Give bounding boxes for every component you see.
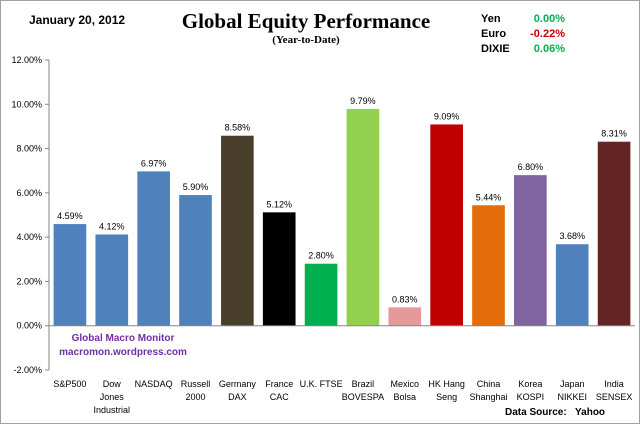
chart-title: Global Equity Performance: [181, 9, 431, 33]
bar: [472, 205, 505, 326]
watermark-line1: Global Macro Monitor: [71, 333, 175, 344]
x-tick-label: Japan: [560, 379, 585, 389]
currency-name-yen: Yen: [481, 13, 501, 25]
bar: [95, 234, 129, 326]
x-tick-label: NIKKEI: [557, 392, 587, 402]
currency-value-dixie: 0.06%: [533, 43, 565, 55]
y-tick-label: 2.00%: [16, 276, 42, 286]
x-tick-label: Dow: [103, 379, 122, 389]
y-tick-label: 8.00%: [16, 144, 42, 154]
x-tick-label: Shanghai: [469, 392, 507, 402]
currency-value-yen: 0.00%: [533, 13, 565, 25]
y-tick-label: 12.00%: [11, 55, 42, 65]
data-label: 5.44%: [476, 192, 502, 202]
data-label: 5.12%: [266, 199, 292, 209]
data-label: 9.79%: [350, 96, 376, 106]
x-tick-label: U.K. FTSE: [300, 379, 343, 389]
bar: [597, 141, 631, 326]
data-label: 3.68%: [559, 231, 585, 241]
bar: [304, 263, 338, 326]
data-label: 0.83%: [392, 294, 418, 304]
bar: [221, 135, 254, 326]
chart-date: January 20, 2012: [29, 13, 126, 27]
y-tick-label: 10.00%: [11, 99, 42, 109]
currency-name-euro: Euro: [481, 28, 507, 40]
chart-subtitle: (Year-to-Date): [272, 34, 340, 46]
data-label: 8.31%: [601, 129, 627, 139]
bar: [262, 212, 296, 326]
x-tick-label: S&P500: [53, 379, 86, 389]
x-tick-label: BOVESPA: [342, 392, 384, 402]
data-label: 5.90%: [183, 182, 209, 192]
bar: [555, 244, 589, 326]
x-tick-label: NASDAQ: [135, 379, 173, 389]
x-tick-label: India: [604, 379, 624, 389]
x-tick-label: 2000: [185, 392, 205, 402]
x-tick-label: SENSEX: [596, 392, 633, 402]
x-tick-label: KOSPI: [517, 392, 545, 402]
y-tick-label: 4.00%: [16, 232, 42, 242]
data-label: 9.09%: [434, 111, 460, 121]
x-tick-label: Germany: [219, 379, 257, 389]
x-tick-label: France: [265, 379, 293, 389]
y-tick-label: -2.00%: [13, 365, 42, 375]
bar: [514, 175, 547, 326]
x-tick-label: Industrial: [94, 405, 131, 415]
watermark-line2: macromon.wordpress.com: [59, 347, 187, 358]
y-tick-label: 0.00%: [16, 321, 42, 331]
currency-value-euro: -0.22%: [530, 28, 565, 40]
x-tick-label: Korea: [518, 379, 542, 389]
data-label: 4.12%: [99, 221, 125, 231]
x-tick-label: HK Hang: [428, 379, 465, 389]
x-tick-label: CAC: [270, 392, 290, 402]
y-tick-label: 6.00%: [16, 188, 42, 198]
x-tick-label: Russell: [181, 379, 211, 389]
bar: [53, 224, 87, 326]
x-tick-label: Seng: [436, 392, 457, 402]
data-label: 6.97%: [141, 158, 167, 168]
bar: [137, 171, 170, 326]
data-label: 6.80%: [518, 162, 544, 172]
data-label: 2.80%: [308, 251, 334, 261]
x-tick-label: China: [477, 379, 501, 389]
x-tick-label: Mexico: [391, 379, 420, 389]
data-label: 8.58%: [225, 123, 251, 133]
x-tick-label: DAX: [228, 392, 247, 402]
data-source-label: Data Source:: [505, 407, 567, 418]
x-tick-label: Brazil: [352, 379, 375, 389]
data-source-value: Yahoo: [575, 407, 606, 418]
x-tick-label: Jones: [100, 392, 125, 402]
currency-name-dixie: DIXIE: [481, 43, 510, 55]
bar: [388, 307, 422, 326]
x-tick-label: Bolsa: [394, 392, 417, 402]
bar: [179, 195, 212, 326]
bar: [346, 108, 380, 326]
data-label: 4.59%: [57, 211, 83, 221]
data-source: Data Source: Yahoo: [505, 407, 605, 418]
bar: [430, 124, 463, 326]
